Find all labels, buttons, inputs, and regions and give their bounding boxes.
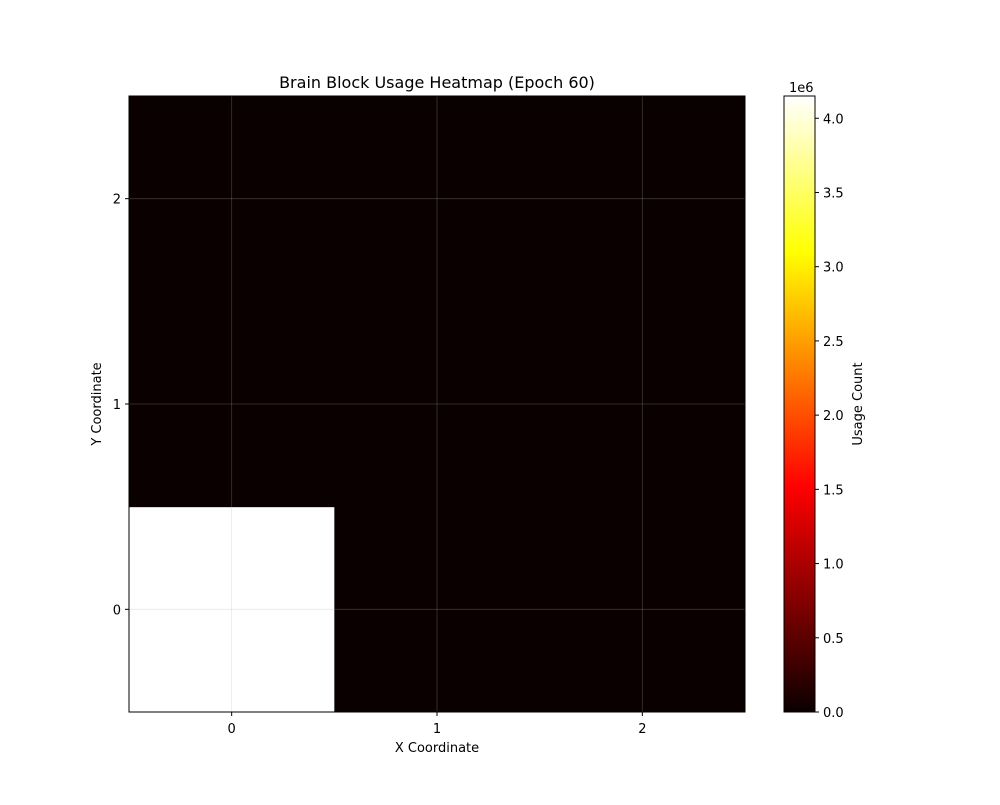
heatmap-cell-2-1 <box>539 301 746 508</box>
colorbar-gradient <box>783 95 816 713</box>
heatmap-cell-1-1 <box>334 301 541 508</box>
colorbar-tick-label: 2.0 <box>823 409 844 424</box>
y-tick-label: 0 <box>113 603 121 618</box>
colorbar-offset-label: 1e6 <box>789 81 814 96</box>
heatmap-cell-1-0 <box>334 506 541 713</box>
colorbar-tick-label: 0.0 <box>823 706 844 721</box>
y-tick-label: 2 <box>113 193 121 208</box>
plot-area: 0 1 2 0 1 2 <box>113 95 746 737</box>
x-tick-label: 2 <box>638 722 646 737</box>
colorbar-tick-label: 3.5 <box>823 186 844 201</box>
heatmap-cell-0-0 <box>129 506 335 713</box>
heatmap-cell-1-2 <box>334 96 541 302</box>
heatmap-cell-0-2 <box>129 96 335 302</box>
colorbar-tick-label: 4.0 <box>823 112 844 127</box>
chart-title: Brain Block Usage Heatmap (Epoch 60) <box>279 73 595 92</box>
x-axis-label: X Coordinate <box>395 741 479 756</box>
y-tick-label: 1 <box>113 398 121 413</box>
colorbar-tick-label: 3.0 <box>823 261 844 276</box>
colorbar-tick-label: 1.0 <box>823 558 844 573</box>
heatmap-cell-2-0 <box>539 506 746 713</box>
x-tick-label: 1 <box>433 722 441 737</box>
colorbar: 0.0 0.5 1.0 1.5 2.0 2.5 3.0 3.5 4.0 <box>783 95 844 721</box>
colorbar-tick-label: 2.5 <box>823 335 844 350</box>
colorbar-tick-label: 1.5 <box>823 483 844 498</box>
colorbar-tick-label: 0.5 <box>823 632 844 647</box>
heatmap-cell-0-1 <box>129 301 335 508</box>
colorbar-label: Usage Count <box>851 362 866 445</box>
y-axis-label: Y Coordinate <box>90 362 105 446</box>
heatmap-cell-2-2 <box>539 96 746 302</box>
x-tick-label: 0 <box>228 722 236 737</box>
